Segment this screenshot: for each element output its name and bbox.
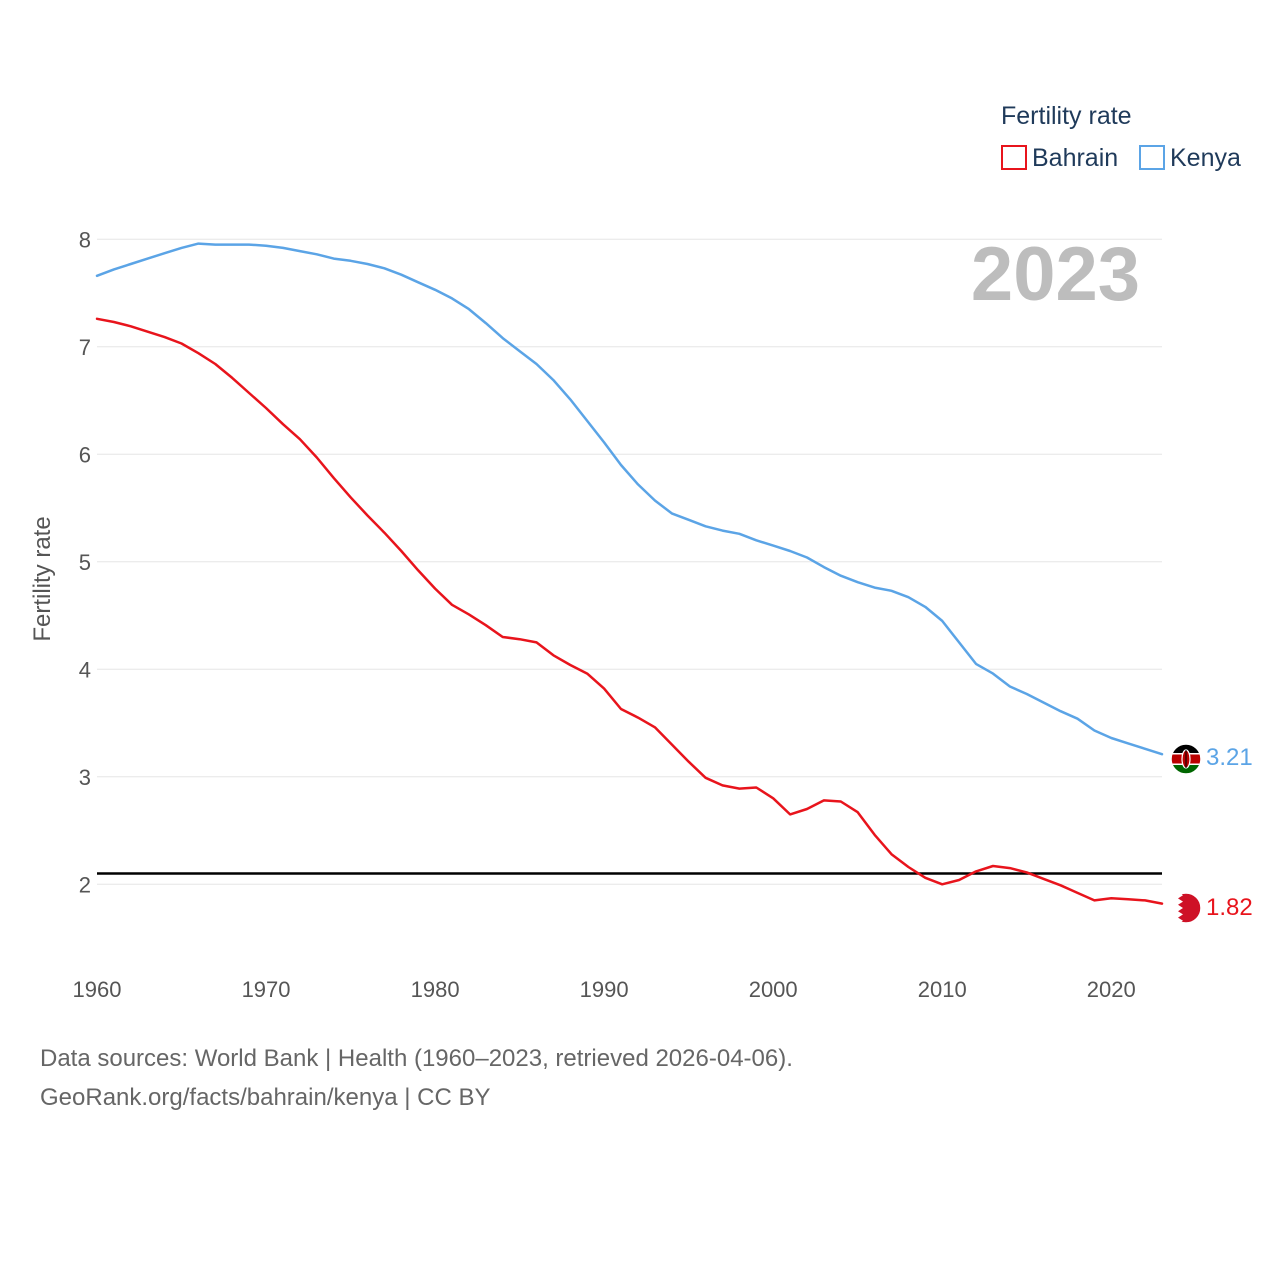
source-line-2[interactable]: GeoRank.org/facts/bahrain/kenya | CC BY [40,1084,491,1111]
x-tick-label: 2000 [749,977,798,1002]
y-tick-label: 6 [79,442,91,467]
legend-item-kenya[interactable]: Kenya [1139,144,1241,172]
source-line-1: Data sources: World Bank | Health (1960–… [40,1045,793,1072]
y-tick-label: 4 [79,657,91,682]
series-line-kenya [95,242,1164,756]
y-tick-label: 8 [79,227,91,252]
legend-swatch-kenya [1139,145,1165,170]
year-watermark: 2023 [971,232,1140,317]
y-axis-title: Fertility rate [29,516,56,641]
x-tick-label: 1990 [580,977,629,1002]
legend-swatch-bahrain [1001,145,1027,170]
y-tick-label: 3 [79,765,91,790]
y-tick-label: 7 [79,335,91,360]
x-tick-label: 2020 [1087,977,1136,1002]
kenya-flag-icon [1170,743,1202,775]
series-lines [95,242,1164,905]
x-tick-label: 2010 [918,977,967,1002]
y-tick-label: 5 [79,550,91,575]
legend-label-bahrain: Bahrain [1032,144,1118,172]
x-tick-label: 1960 [73,977,122,1002]
x-axis-ticks: 1960 1970 1980 1990 2000 2010 2020 [73,977,1136,1002]
end-label-kenya: 3.21 [1206,744,1253,771]
end-label-bahrain: 1.82 [1206,894,1253,921]
legend-title: Fertility rate [1001,102,1132,130]
legend-label-kenya: Kenya [1170,144,1241,172]
legend-item-bahrain[interactable]: Bahrain [1001,144,1118,172]
x-tick-label: 1980 [411,977,460,1002]
gridlines [97,238,1162,885]
legend[interactable]: Fertility rate Bahrain Kenya [1001,102,1241,172]
y-axis-ticks: 2 3 4 5 6 7 8 [79,227,91,897]
bahrain-flag-icon [1170,892,1202,924]
series-line-bahrain [95,317,1164,905]
x-tick-label: 1970 [242,977,291,1002]
y-tick-label: 2 [79,872,91,897]
